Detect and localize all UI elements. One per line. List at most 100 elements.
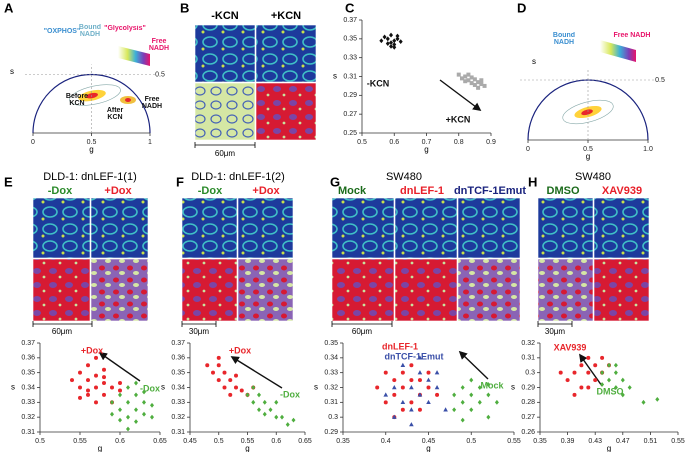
y-tick-label: 0.31 — [343, 73, 357, 80]
point — [389, 40, 394, 45]
y-tick-label: 0.5 — [655, 77, 665, 84]
x-tick-label: 0.47 — [616, 438, 630, 445]
y-axis-label: s — [532, 57, 536, 66]
point — [379, 38, 384, 44]
y-tick-label: 0.37 — [171, 340, 185, 347]
point — [86, 378, 90, 383]
point — [262, 411, 267, 417]
annotation: Free NADH — [141, 96, 163, 111]
point — [385, 41, 390, 46]
point — [78, 370, 82, 375]
point — [102, 375, 106, 380]
annotation: Before KCN — [65, 93, 89, 108]
point — [426, 370, 431, 375]
point — [392, 44, 397, 50]
point — [257, 392, 261, 398]
point — [382, 34, 387, 40]
scale-label: 60μm — [215, 149, 236, 158]
image-label: +KCN — [271, 10, 301, 22]
point — [126, 399, 130, 405]
y-axis-label: s — [10, 67, 14, 76]
point — [434, 370, 440, 375]
point — [586, 355, 591, 360]
point — [102, 367, 106, 372]
x-axis-label: g — [424, 145, 428, 154]
x-tick-label: 0.6 — [115, 438, 125, 445]
panel-title: SW480 — [386, 171, 422, 183]
point — [409, 385, 414, 390]
y-tick-label: 0.37 — [343, 17, 357, 24]
y-axis-label: s — [11, 383, 15, 392]
annotation: Free NADH — [148, 38, 170, 53]
image-label: -Dox — [48, 185, 73, 197]
point — [417, 392, 423, 397]
y-tick-label: 0.25 — [343, 130, 357, 137]
y-tick-label: 0.27 — [343, 111, 357, 118]
point — [274, 399, 279, 405]
point — [655, 396, 660, 402]
y-axis-label: s — [314, 383, 318, 392]
x-axis-label: g — [607, 444, 611, 452]
point — [459, 76, 464, 81]
series-label: XAV939 — [554, 342, 587, 352]
image-label: dnTCF-1Emut — [454, 185, 526, 197]
scale-label: 60μm — [52, 327, 73, 336]
point — [469, 392, 474, 398]
point — [205, 363, 210, 368]
point — [579, 385, 584, 390]
annotation-box: "OXPHOS" — [44, 28, 81, 35]
x-axis-label: g — [89, 145, 93, 154]
point — [466, 78, 471, 83]
point — [572, 392, 577, 397]
y-tick-label: 0.33 — [171, 399, 185, 406]
x-tick-label: 0.8 — [454, 139, 464, 146]
annotation-box: Before KCN — [65, 93, 89, 108]
arrow — [579, 353, 603, 387]
point — [222, 385, 227, 390]
micrographs — [32, 24, 650, 322]
point — [607, 362, 611, 368]
point — [409, 400, 414, 405]
y-tick-label: 0.36 — [21, 355, 35, 362]
point — [409, 422, 414, 427]
y-tick-label: 0.32 — [171, 414, 185, 421]
point — [383, 392, 389, 397]
x-tick-label: 1.0 — [643, 146, 653, 153]
y-tick-label: 0.32 — [521, 340, 535, 347]
x-tick-label: 0.35 — [336, 438, 350, 445]
y-tick-label: 0.37 — [21, 340, 35, 347]
point — [110, 411, 114, 417]
series-label: dnLEF-1 — [382, 341, 418, 351]
point — [134, 380, 138, 386]
point — [466, 72, 471, 77]
point — [613, 370, 618, 376]
y-tick-label: 0.31 — [21, 429, 35, 436]
point — [291, 417, 296, 423]
point — [118, 407, 122, 413]
point — [110, 385, 114, 390]
annotation-box: Bound NADH — [553, 32, 575, 46]
point — [78, 395, 82, 400]
point — [400, 407, 405, 412]
point — [142, 411, 146, 417]
panel-letter: G — [330, 174, 340, 189]
point — [479, 82, 484, 87]
scale-label: 30μm — [189, 327, 210, 336]
panel-letter: H — [528, 174, 537, 189]
arrow — [230, 356, 283, 389]
panel-letter: A — [4, 0, 14, 15]
point — [607, 377, 611, 383]
point — [94, 400, 98, 405]
point — [385, 36, 390, 42]
point — [452, 392, 457, 398]
panel-title: DLD-1: dnLEF-1(1) — [43, 171, 137, 183]
x-tick-label: 0.45 — [183, 438, 197, 445]
point — [400, 362, 406, 367]
point — [383, 370, 388, 375]
point — [472, 82, 477, 87]
panel-letter: E — [4, 174, 13, 189]
point — [134, 407, 138, 413]
point — [600, 355, 605, 360]
panel-letter: D — [517, 0, 526, 15]
